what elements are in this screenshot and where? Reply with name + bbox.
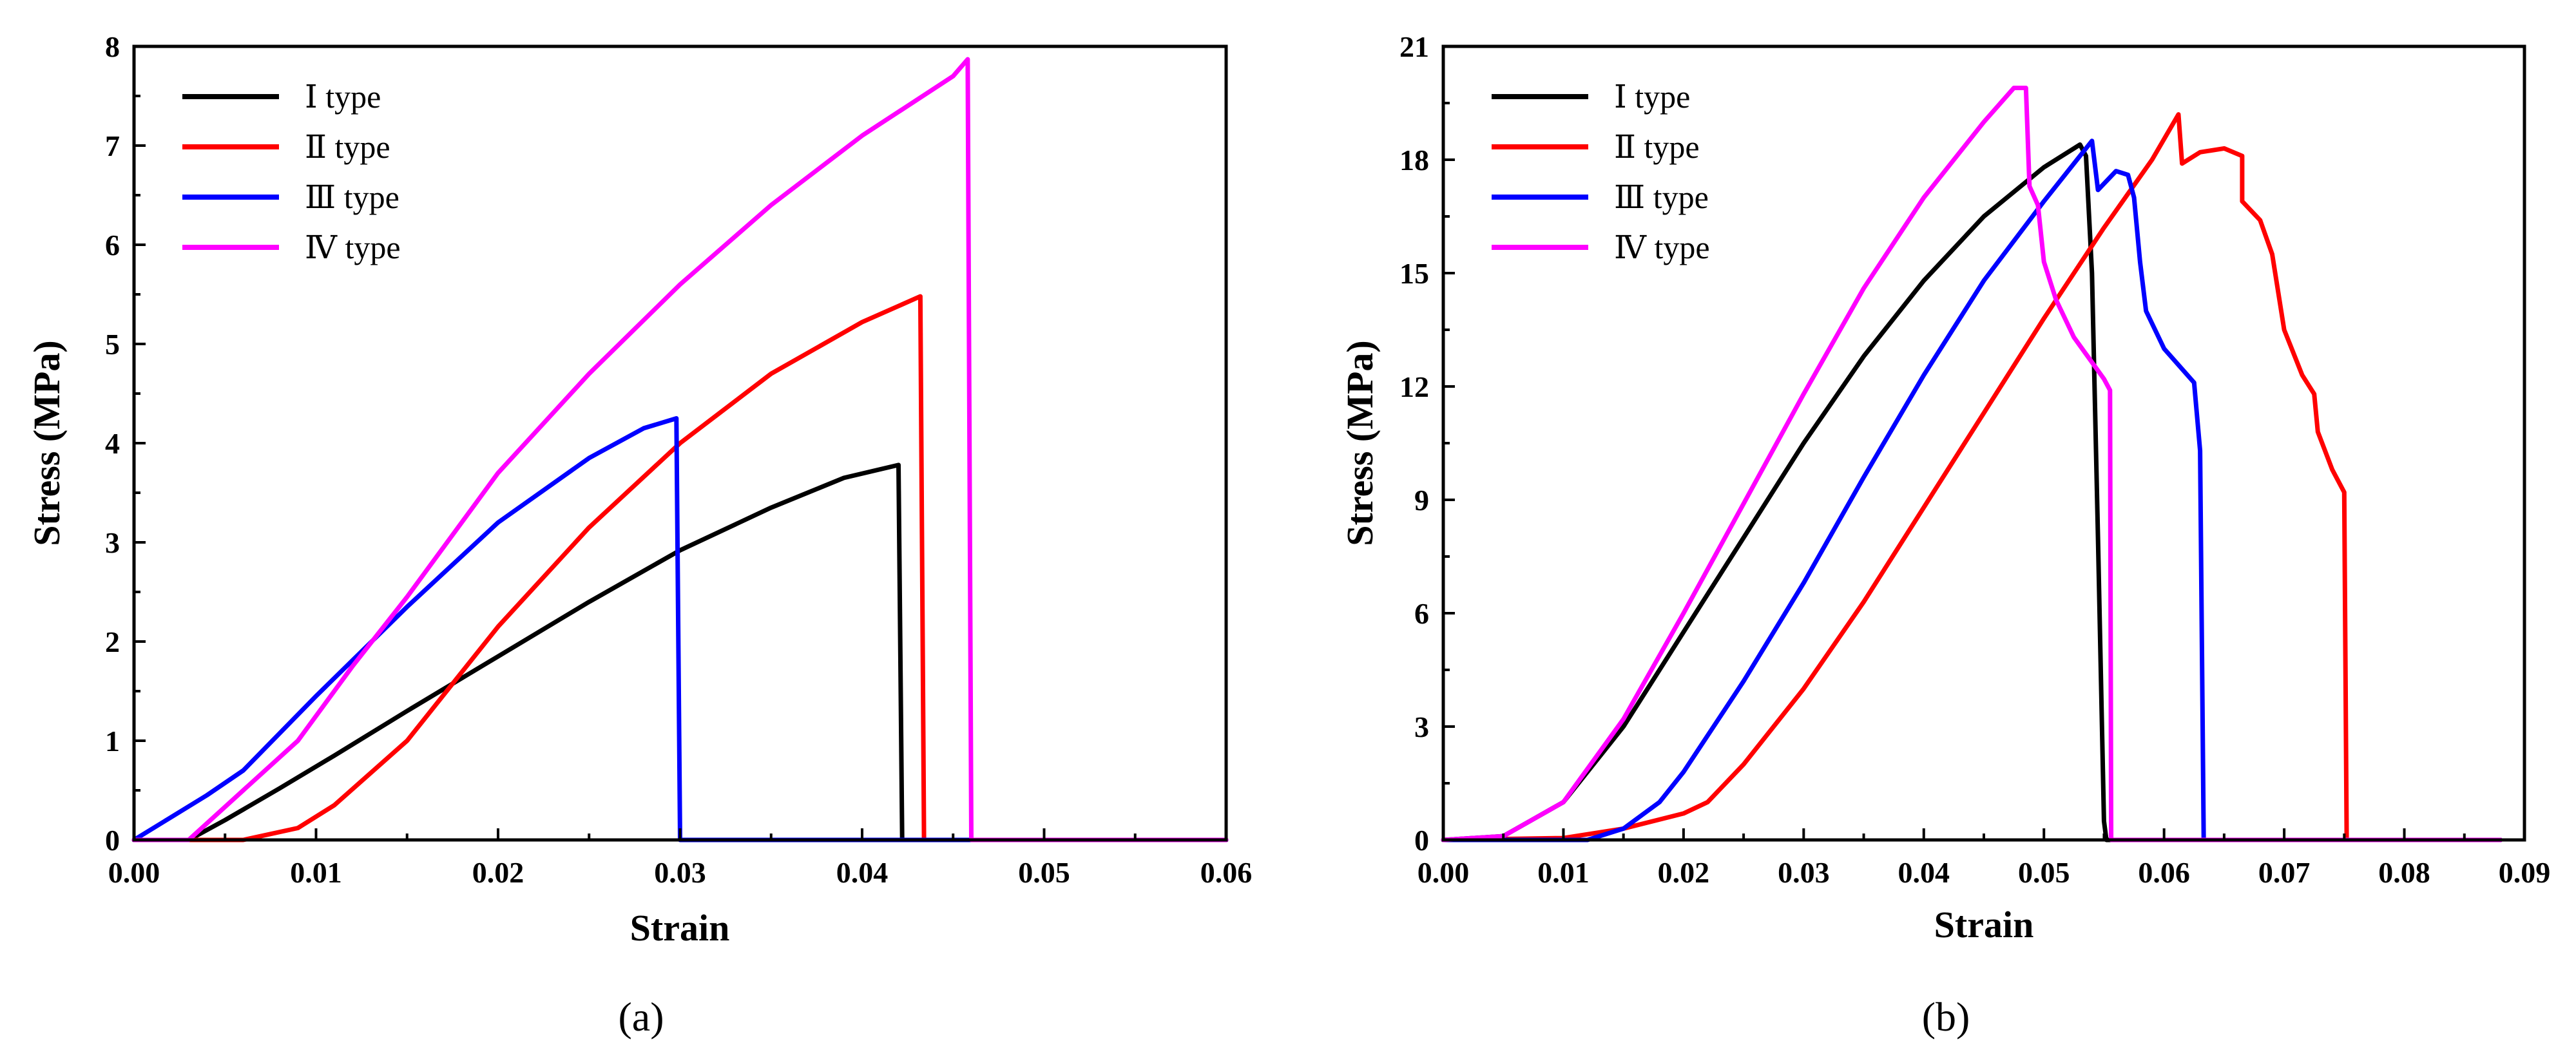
chart-b-y-tick-label: 3	[1414, 710, 1429, 743]
chart-a-legend: Ⅰ type Ⅱ type Ⅲ type Ⅳ type	[182, 79, 401, 265]
chart-b-y-axis-title: Stress (MPa)	[1339, 340, 1381, 546]
chart-panel-a: 0.00 0.01 0.02 0.03 0.04 0.05 0.06 0 1 2 3 4 5 6 7 8 Ⅰ…	[26, 30, 1252, 1040]
chart-a-x-tick-label: 0.05	[1018, 856, 1070, 889]
chart-a-y-tick-label: 2	[105, 625, 120, 658]
chart-b-x-tick-label: 0.04	[1898, 856, 1950, 889]
chart-b-plot-frame	[1441, 44, 2526, 842]
chart-a-y-tick-label: 1	[105, 725, 120, 757]
chart-b-y-tick-label: 6	[1414, 597, 1429, 630]
chart-a-y-tick-label: 6	[105, 229, 120, 262]
chart-b-x-tick-label: 0.08	[2378, 856, 2430, 889]
chart-b-y-tick-label: 9	[1414, 484, 1429, 517]
chart-b-x-tick-label: 0.01	[1537, 856, 1590, 889]
chart-b-series-group	[1441, 86, 2503, 843]
chart-b-series-line-4	[1441, 86, 2503, 843]
chart-a-x-tick-label: 0.00	[108, 856, 160, 889]
chart-b-legend-label: Ⅲ type	[1614, 179, 1709, 215]
chart-b-x-axis: 0.00 0.01 0.02 0.03 0.04 0.05 0.06 0.07 0.08 0.09	[1418, 828, 2551, 889]
chart-a-x-tick-label: 0.02	[472, 856, 524, 889]
chart-a-x-axis-title: Strain	[630, 907, 730, 949]
chart-a-y-axis-title: Stress (MPa)	[26, 340, 68, 546]
chart-b-legend: Ⅰ type Ⅱ type Ⅲ type Ⅳ type	[1492, 79, 1710, 265]
chart-a-y-tick-label: 5	[105, 328, 120, 361]
chart-b-x-tick-label: 0.00	[1418, 856, 1470, 889]
chart-b-legend-label: Ⅱ type	[1614, 129, 1700, 165]
chart-a-series-line-3	[131, 416, 1229, 843]
chart-a-legend-label: Ⅱ type	[305, 129, 390, 165]
chart-a-y-axis: 0 1 2 3 4 5 6 7 8	[105, 30, 146, 857]
chart-b-series-line-2	[1441, 112, 2503, 843]
chart-a-x-tick-label: 0.04	[836, 856, 889, 889]
chart-a-y-tick-label: 0	[105, 824, 120, 857]
chart-a-y-tick-label: 7	[105, 129, 120, 162]
chart-a-legend-label: Ⅳ type	[305, 229, 401, 265]
chart-b-series-line-1	[1441, 142, 2503, 843]
chart-b-x-axis-title: Strain	[1934, 904, 2034, 946]
chart-a-x-axis: 0.00 0.01 0.02 0.03 0.04 0.05 0.06	[108, 828, 1253, 889]
chart-panel-b: 0.00 0.01 0.02 0.03 0.04 0.05 0.06 0.07 0.08 0.09…	[1339, 30, 2550, 1040]
chart-b-x-tick-label: 0.02	[1658, 856, 1710, 889]
chart-b-x-tick-label: 0.09	[2499, 856, 2551, 889]
chart-a-legend-label: Ⅲ type	[305, 179, 399, 215]
chart-a-series-group	[131, 57, 1229, 843]
chart-b-y-tick-label: 12	[1399, 370, 1429, 403]
chart-b-legend-label: Ⅳ type	[1614, 229, 1710, 265]
chart-a-y-tick-label: 3	[105, 526, 120, 559]
chart-a-x-tick-label: 0.03	[654, 856, 706, 889]
chart-b-x-tick-label: 0.07	[2258, 856, 2311, 889]
chart-a-series-line-4	[131, 57, 1229, 843]
chart-a-y-tick-label: 4	[105, 427, 120, 460]
chart-b-y-tick-label: 21	[1399, 30, 1429, 63]
chart-a-x-tick-label: 0.06	[1200, 856, 1253, 889]
chart-a-series-line-1	[131, 462, 1229, 843]
chart-b-x-tick-label: 0.03	[1778, 856, 1830, 889]
chart-b-y-tick-label: 18	[1399, 144, 1429, 176]
chart-b-y-axis: 0 3 6 9 12 15 18 21	[1399, 30, 1455, 857]
chart-b-x-tick-label: 0.06	[2138, 856, 2190, 889]
chart-b-x-tick-label: 0.05	[2018, 856, 2070, 889]
chart-b-legend-label: Ⅰ type	[1614, 79, 1690, 115]
chart-b-series-line-3	[1441, 138, 2503, 843]
chart-a-series-line-2	[131, 294, 1229, 843]
chart-a-y-tick-label: 8	[105, 30, 120, 63]
chart-b-panel-label: (b)	[1922, 994, 1970, 1040]
chart-b-y-tick-label: 15	[1399, 257, 1429, 290]
chart-a-panel-label: (a)	[618, 994, 664, 1040]
chart-b-y-tick-label: 0	[1414, 824, 1429, 857]
chart-a-legend-label: Ⅰ type	[305, 79, 381, 115]
chart-a-x-tick-label: 0.01	[290, 856, 342, 889]
